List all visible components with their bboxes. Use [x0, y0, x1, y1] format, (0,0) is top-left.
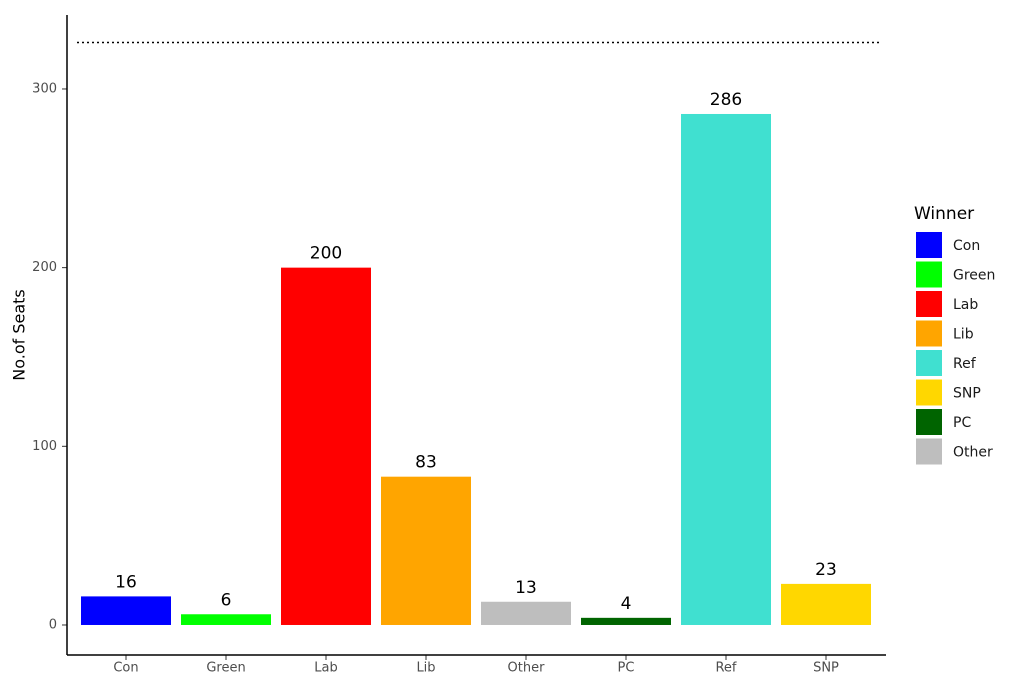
value-label: 13 [515, 578, 537, 598]
legend-title: Winner [914, 204, 974, 224]
bar [481, 601, 571, 625]
x-tick-label: PC [618, 661, 635, 676]
legend-swatch [916, 232, 942, 258]
legend-swatch [916, 261, 942, 288]
y-axis-title: No.of Seats [10, 289, 29, 380]
legend-swatch [916, 320, 942, 347]
bar [281, 267, 371, 625]
legend-label: SNP [953, 386, 981, 402]
x-tick-label: SNP [813, 661, 839, 676]
bar [681, 113, 771, 625]
value-label: 83 [415, 453, 437, 473]
bar [81, 596, 171, 625]
value-label: 16 [115, 572, 137, 592]
x-tick-label: Green [206, 661, 245, 676]
bar [181, 614, 271, 625]
value-label: 6 [221, 590, 232, 610]
legend-label: Ref [953, 356, 977, 372]
value-label: 286 [710, 90, 742, 110]
value-label: 4 [621, 594, 632, 614]
x-tick-label: Other [508, 661, 546, 676]
x-tick-label: Lab [314, 661, 337, 676]
legend-swatch [916, 379, 942, 406]
legend-swatch [916, 438, 942, 465]
y-tick-label: 0 [49, 617, 57, 632]
y-tick-label: 100 [32, 439, 57, 454]
legend-swatch [916, 291, 942, 317]
legend-label: Green [953, 268, 995, 284]
x-tick-label: Con [113, 661, 138, 676]
legend-label: Lab [953, 297, 978, 313]
y-tick-label: 300 [32, 81, 57, 96]
legend-label: Other [953, 445, 993, 461]
x-tick-label: Lib [416, 661, 435, 676]
value-label: 200 [310, 244, 342, 264]
legend-label: Lib [953, 327, 974, 343]
bar [581, 617, 671, 625]
legend-label: Con [953, 238, 980, 254]
bar [781, 583, 871, 625]
legend-swatch [916, 409, 942, 435]
y-tick-label: 200 [32, 260, 57, 275]
x-tick-label: Ref [715, 661, 736, 676]
value-label: 23 [815, 560, 837, 580]
legend-swatch [916, 350, 942, 376]
bar [381, 476, 471, 625]
legend-label: PC [953, 415, 971, 431]
